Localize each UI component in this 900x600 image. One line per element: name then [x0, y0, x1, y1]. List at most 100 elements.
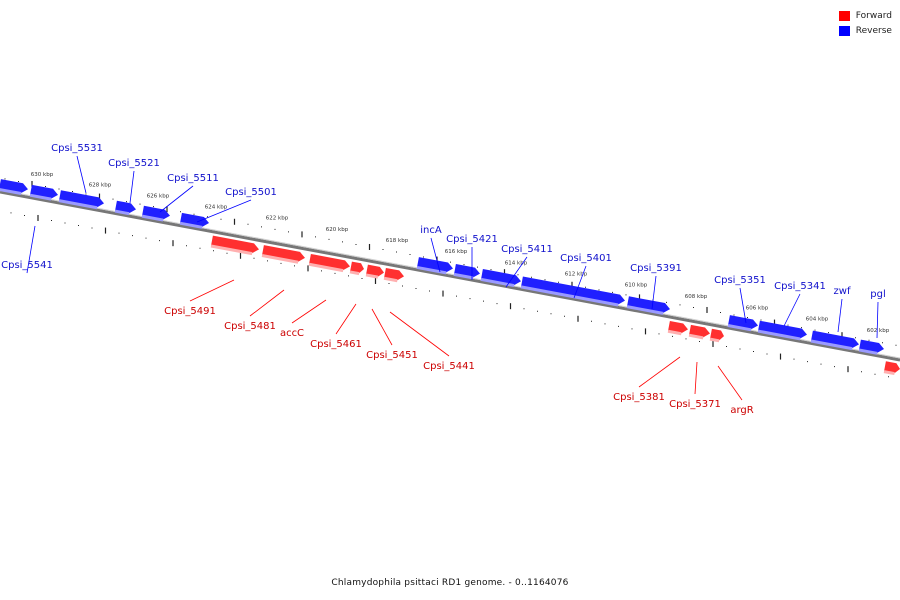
gene-leader [129, 170, 135, 204]
gene-shadow [757, 329, 801, 341]
gene-label[interactable]: Cpsi_5341 [774, 281, 826, 292]
gene-shadow [709, 337, 720, 343]
gene-arrow [211, 235, 259, 254]
forward-gene-block [383, 267, 405, 283]
reverse-gene-block [858, 339, 884, 355]
gene-label[interactable]: Cpsi_5481 [224, 321, 276, 332]
gene-shadow [688, 333, 704, 340]
gene-label[interactable]: Cpsi_5461 [310, 339, 362, 350]
kbp-label: 626 kbp [147, 193, 170, 199]
forward-gene-block [709, 328, 724, 343]
kbp-labels: 630 kbp 628 kbp 626 kbp 624 kbp 622 kbp 620 k… [31, 172, 890, 334]
gene-shadow [480, 277, 515, 288]
gene-shadow [416, 265, 447, 275]
legend-reverse: Reverse [838, 23, 892, 38]
gene-shadow [58, 199, 98, 210]
gene-label[interactable]: Cpsi_5411 [501, 244, 553, 255]
kbp-label: 620 kbp [326, 227, 349, 233]
kbp-label: 616 kbp [445, 249, 468, 255]
gene-leader [783, 293, 801, 327]
forward-gene-block [365, 264, 385, 279]
gene-arrow [521, 276, 625, 305]
gene-leader [189, 279, 235, 302]
gene-label[interactable]: argR [730, 405, 753, 416]
reverse-gene-block [727, 315, 758, 332]
gene-arrow [481, 269, 522, 286]
reverse-gene-block [520, 276, 625, 307]
reverse-gene-block [141, 205, 170, 222]
gene-label[interactable]: Cpsi_5491 [164, 306, 216, 317]
reverse-gene-block [810, 330, 859, 351]
forward-gene-block [261, 245, 305, 264]
gene-leader [249, 289, 285, 317]
reverse-gene-block [179, 212, 209, 229]
reverse-gene-block [453, 264, 480, 280]
gene-shadow [0, 187, 22, 196]
gene-shadow [858, 348, 878, 355]
gene-label[interactable]: Cpsi_5511 [167, 173, 219, 184]
gene-leader [651, 275, 657, 310]
gene-arrow [689, 324, 711, 338]
gene-label[interactable]: Cpsi_5531 [51, 143, 103, 154]
gene-label[interactable]: Cpsi_5501 [225, 187, 277, 198]
gene-shadow [883, 370, 895, 376]
gene-shadow [383, 276, 398, 283]
gene-leader [694, 361, 698, 395]
kbp-label: 624 kbp [205, 204, 228, 210]
reverse-gene-block [416, 257, 454, 275]
gene-label[interactable]: Cpsi_5391 [630, 263, 682, 274]
gene-label[interactable]: incA [420, 225, 442, 236]
gene-leader [505, 256, 528, 288]
kbp-label: 630 kbp [31, 172, 54, 178]
kbp-label: 610 kbp [625, 283, 648, 289]
gene-label[interactable]: pgl [870, 289, 885, 300]
gene-shadow [453, 272, 474, 280]
gene-label[interactable]: Cpsi_5421 [446, 234, 498, 245]
kbp-label: 614 kbp [505, 260, 528, 266]
forward-swatch [838, 10, 850, 21]
kbp-label: 602 kbp [867, 328, 890, 334]
reverse-gene-block [0, 179, 28, 196]
gene-leader [196, 199, 252, 223]
gene-shadow [810, 339, 853, 351]
legend-forward-label: Forward [855, 10, 892, 21]
gene-label[interactable]: accC [280, 328, 304, 339]
gene-label[interactable]: Cpsi_5451 [366, 350, 418, 361]
gene-shadow [667, 329, 682, 336]
gene-shadow [520, 285, 619, 307]
gene-label[interactable]: zwf [834, 286, 851, 297]
gene-label[interactable]: Cpsi_5441 [423, 361, 475, 372]
forward-gene-block [210, 235, 259, 256]
forward-gene-block [349, 261, 364, 276]
forward-gene-block [688, 324, 711, 340]
gene-leader [159, 185, 194, 213]
gene-arrow [309, 253, 351, 271]
gene-leader [573, 265, 587, 299]
gene-leader [371, 308, 393, 346]
gene-shadow [349, 270, 360, 276]
gene-label[interactable]: Cpsi_5521 [108, 158, 160, 169]
gene-shadow [179, 221, 203, 229]
gene-arrow [384, 267, 405, 281]
gene-shadow [308, 262, 344, 273]
reverse-gene-block [58, 190, 104, 210]
gene-label[interactable]: Cpsi_5381 [613, 392, 665, 403]
gene-label[interactable]: Cpsi_5541 [1, 260, 53, 271]
reverse-gene-block [29, 184, 58, 201]
gene-arrow [366, 264, 385, 277]
kbp-label: 606 kbp [746, 305, 769, 311]
gene-shadow [365, 273, 379, 279]
gene-leader [291, 299, 327, 324]
gene-shadow [29, 193, 52, 201]
gene-label[interactable]: Cpsi_5401 [560, 253, 612, 264]
gene-label[interactable]: Cpsi_5351 [714, 275, 766, 286]
gene-arrow [115, 200, 137, 214]
gene-labels: Cpsi_5541 Cpsi_5531 Cpsi_5521 Cpsi_5511 Cpsi… [1, 143, 886, 416]
reverse-gene-block [626, 296, 670, 315]
gene-arrow [710, 328, 724, 341]
gene-shadow [210, 244, 253, 256]
gene-label[interactable]: Cpsi_5371 [669, 399, 721, 410]
gene-arrow [884, 361, 900, 374]
legend-reverse-label: Reverse [855, 25, 892, 36]
